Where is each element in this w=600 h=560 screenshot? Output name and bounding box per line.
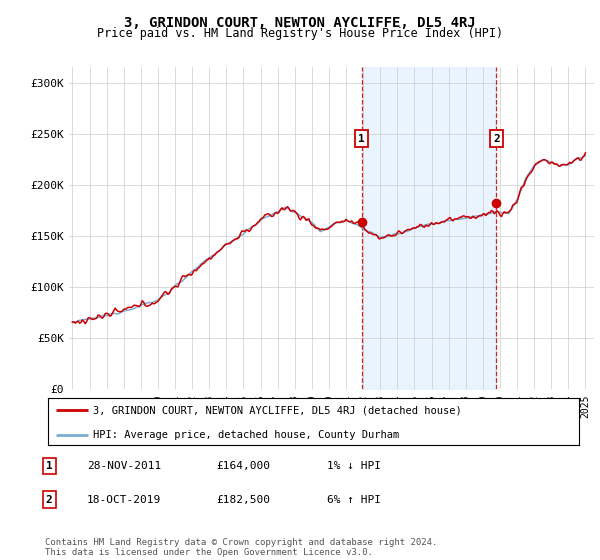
Text: 1: 1 xyxy=(358,134,365,144)
Text: 1% ↓ HPI: 1% ↓ HPI xyxy=(327,461,381,471)
Text: £164,000: £164,000 xyxy=(216,461,270,471)
Text: Price paid vs. HM Land Registry's House Price Index (HPI): Price paid vs. HM Land Registry's House … xyxy=(97,27,503,40)
Text: 6% ↑ HPI: 6% ↑ HPI xyxy=(327,494,381,505)
Text: 2: 2 xyxy=(493,134,500,144)
Text: £182,500: £182,500 xyxy=(216,494,270,505)
Text: 3, GRINDON COURT, NEWTON AYCLIFFE, DL5 4RJ: 3, GRINDON COURT, NEWTON AYCLIFFE, DL5 4… xyxy=(124,16,476,30)
Text: 2: 2 xyxy=(46,494,53,505)
Text: HPI: Average price, detached house, County Durham: HPI: Average price, detached house, Coun… xyxy=(93,430,400,440)
Text: 3, GRINDON COURT, NEWTON AYCLIFFE, DL5 4RJ (detached house): 3, GRINDON COURT, NEWTON AYCLIFFE, DL5 4… xyxy=(93,405,462,416)
Text: 28-NOV-2011: 28-NOV-2011 xyxy=(87,461,161,471)
Text: Contains HM Land Registry data © Crown copyright and database right 2024.
This d: Contains HM Land Registry data © Crown c… xyxy=(45,538,437,557)
Text: 1: 1 xyxy=(46,461,53,471)
Text: 18-OCT-2019: 18-OCT-2019 xyxy=(87,494,161,505)
